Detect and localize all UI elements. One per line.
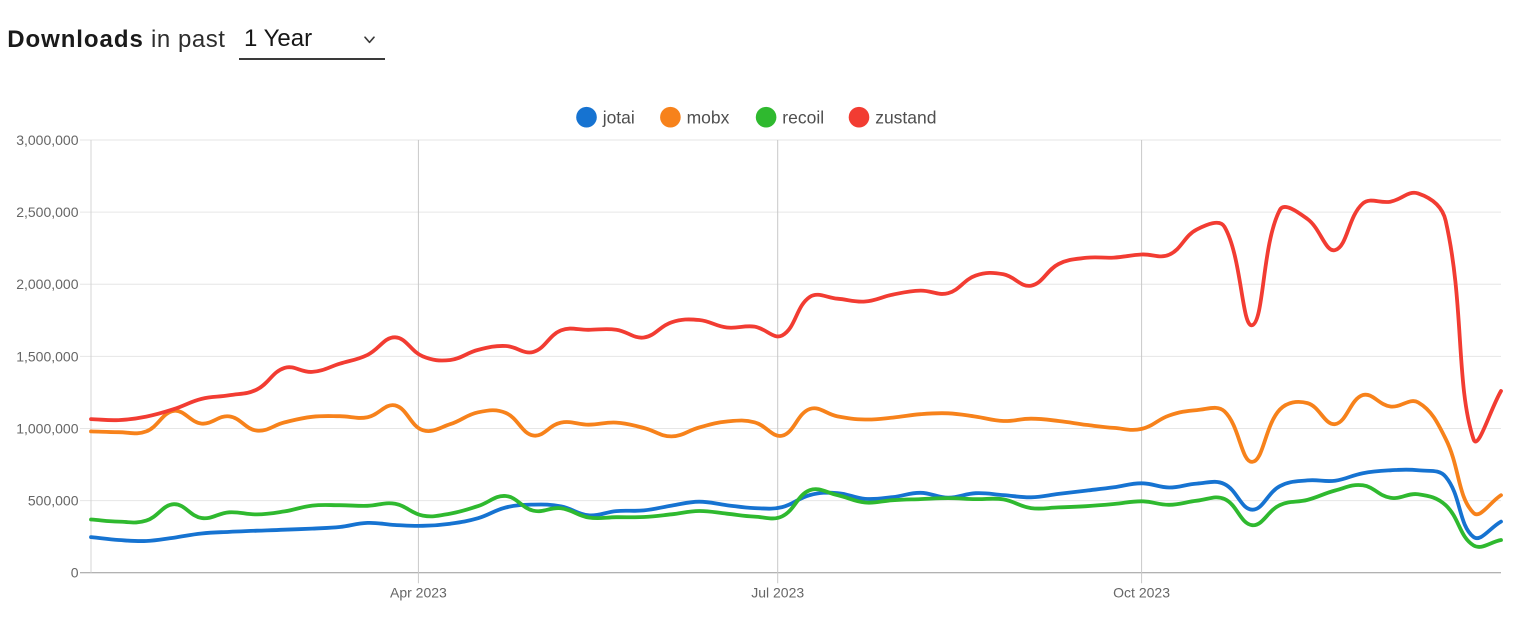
svg-text:0: 0	[71, 565, 79, 581]
svg-text:zustand: zustand	[875, 108, 936, 128]
svg-text:jotai: jotai	[602, 108, 635, 128]
svg-text:3,000,000: 3,000,000	[16, 132, 78, 148]
svg-text:500,000: 500,000	[28, 493, 79, 509]
svg-text:1,500,000: 1,500,000	[16, 348, 78, 364]
svg-text:Apr 2023: Apr 2023	[390, 585, 447, 601]
svg-text:2,000,000: 2,000,000	[16, 276, 78, 292]
svg-text:Jul 2023: Jul 2023	[751, 585, 804, 601]
svg-text:mobx: mobx	[687, 108, 730, 128]
svg-text:2,500,000: 2,500,000	[16, 204, 78, 220]
svg-text:Oct 2023: Oct 2023	[1113, 585, 1170, 601]
svg-text:recoil: recoil	[782, 108, 824, 128]
svg-text:1,000,000: 1,000,000	[16, 421, 78, 437]
